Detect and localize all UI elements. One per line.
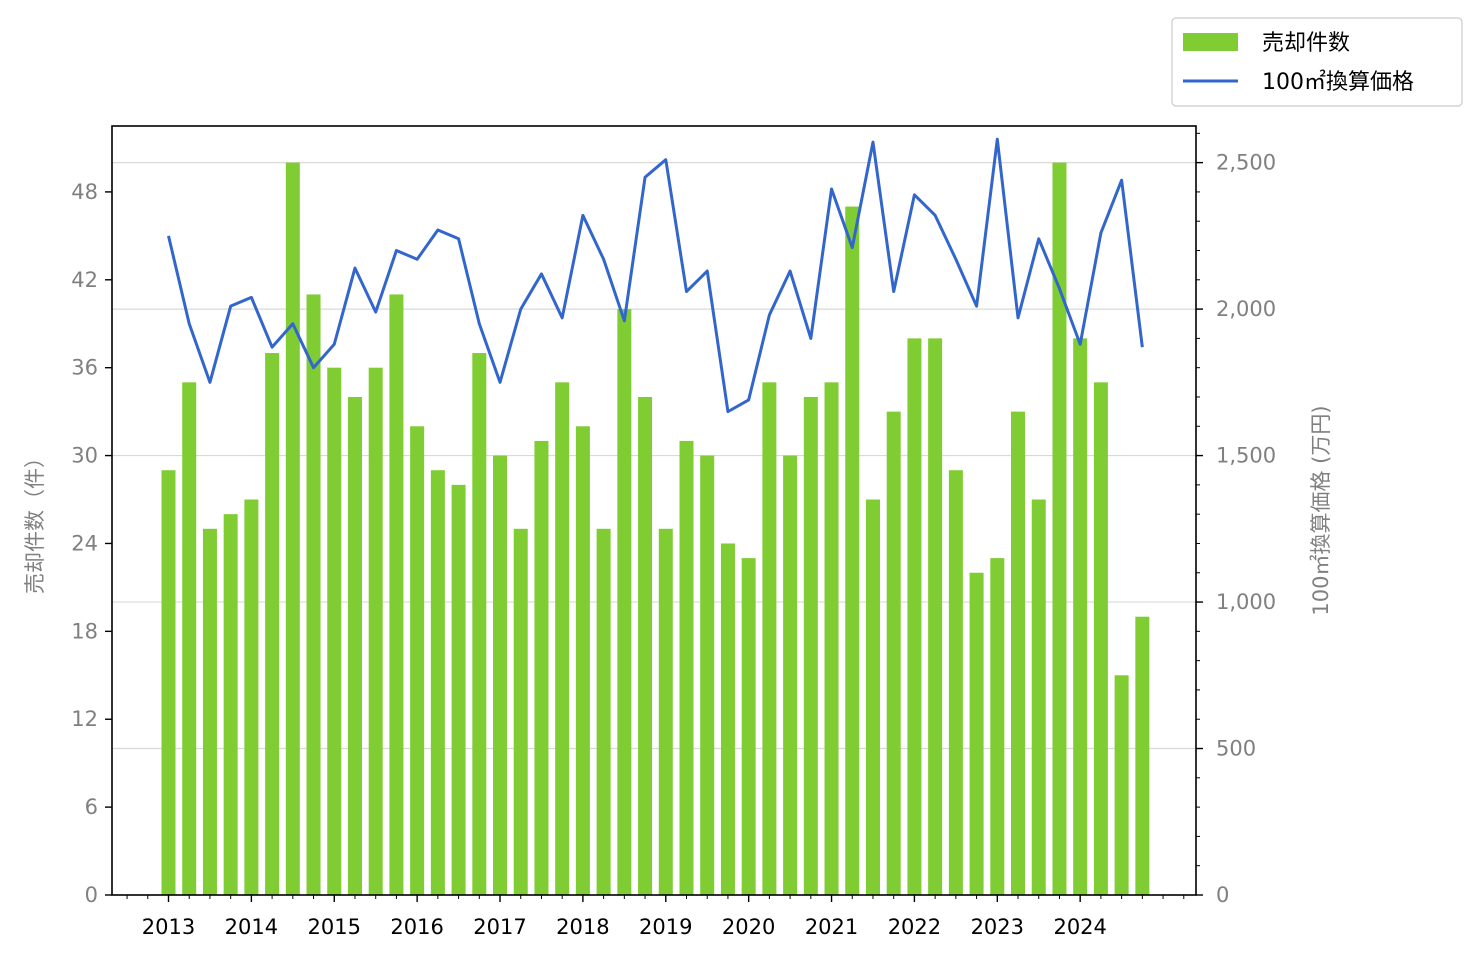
- bar-2022Q1: [907, 338, 922, 895]
- right-tick-label: 2,000: [1216, 297, 1276, 321]
- left-tick-label: 24: [71, 531, 98, 555]
- bar-2015Q2: [347, 396, 362, 895]
- bar-2021Q1: [824, 382, 839, 895]
- x-tick-label: 2016: [390, 915, 443, 939]
- legend-bar-label: 売却件数: [1262, 31, 1350, 56]
- line-series: [167, 137, 1144, 414]
- bar-2014Q4: [306, 294, 321, 895]
- bar-2021Q4: [886, 411, 901, 895]
- bar-2023Q1: [990, 558, 1005, 895]
- bar-2015Q1: [327, 367, 342, 896]
- bar-2019Q1: [658, 528, 673, 895]
- bar-2023Q2: [1011, 411, 1026, 895]
- right-tick-label: 1,500: [1216, 444, 1276, 468]
- bar-2013Q3: [202, 528, 217, 895]
- bar-2015Q4: [389, 294, 404, 895]
- right-y-axis: 0 500 1,000 1,500 2,000 2,500: [1196, 132, 1276, 907]
- right-tick-label: 500: [1216, 737, 1256, 761]
- bar-2024Q4: [1135, 616, 1150, 895]
- plot-frame: [111, 125, 1197, 896]
- x-tick-label: 2017: [473, 915, 526, 939]
- bar-2017Q1: [493, 455, 508, 895]
- bar-2023Q3: [1031, 499, 1046, 895]
- x-tick-label: 2019: [639, 915, 692, 939]
- bar-2022Q4: [969, 572, 984, 895]
- bar-2024Q1: [1073, 338, 1088, 895]
- bar-2018Q1: [575, 426, 590, 895]
- bar-2013Q2: [182, 382, 197, 895]
- right-y-axis-title: 100㎡換算価格 (万円): [1309, 405, 1333, 615]
- bar-2017Q4: [555, 382, 570, 895]
- bar-2022Q3: [948, 470, 963, 895]
- bar-2024Q2: [1093, 382, 1108, 895]
- left-tick-label: 42: [71, 268, 98, 292]
- x-tick-label: 2022: [888, 915, 941, 939]
- x-tick-label: 2014: [225, 915, 278, 939]
- bar-2017Q3: [534, 440, 549, 895]
- bar-2018Q2: [596, 528, 611, 895]
- bar-2013Q1: [161, 470, 176, 895]
- left-y-axis: 0 6 12 18 24 30 36 42 48: [71, 180, 112, 907]
- left-tick-label: 30: [71, 444, 98, 468]
- bar-2016Q2: [430, 470, 445, 895]
- bar-2020Q4: [803, 396, 818, 895]
- bar-2019Q4: [720, 543, 735, 895]
- bar-2018Q4: [638, 396, 653, 895]
- left-tick-label: 48: [71, 180, 98, 204]
- bar-2016Q1: [410, 426, 425, 895]
- bar-2013Q4: [223, 514, 238, 895]
- left-tick-label: 6: [85, 795, 98, 819]
- x-tick-label: 2015: [308, 915, 361, 939]
- bar-2022Q2: [928, 338, 943, 895]
- bar-2014Q1: [244, 499, 259, 895]
- bar-2017Q2: [513, 528, 528, 895]
- x-tick-label: 2018: [556, 915, 609, 939]
- bar-2020Q3: [783, 455, 798, 895]
- bar-2014Q2: [265, 353, 280, 895]
- bar-2020Q1: [741, 558, 756, 895]
- bar-2024Q3: [1114, 675, 1129, 895]
- bar-2014Q3: [285, 162, 300, 896]
- price-line: [167, 137, 1144, 414]
- bar-2021Q2: [845, 206, 860, 896]
- bar-series: [161, 162, 1150, 896]
- left-tick-label: 18: [71, 619, 98, 643]
- bar-2019Q2: [679, 440, 694, 895]
- bar-2018Q3: [617, 309, 632, 896]
- x-tick-label: 2020: [722, 915, 775, 939]
- left-y-axis-title: 売却件数（件）: [23, 447, 47, 594]
- bar-2015Q3: [368, 367, 383, 896]
- bar-2016Q4: [472, 353, 487, 895]
- left-tick-label: 0: [85, 883, 98, 907]
- bar-2020Q2: [762, 382, 777, 895]
- legend-box: [1171, 17, 1463, 107]
- bar-2021Q3: [865, 499, 880, 895]
- x-tick-label: 2013: [142, 915, 195, 939]
- right-tick-label: 1,000: [1216, 590, 1276, 614]
- legend-bar-swatch: [1183, 33, 1238, 51]
- x-tick-label: 2023: [971, 915, 1024, 939]
- x-axis: 2013 2014 2015 2016 2017 2018 2019 2020 2021 2022…: [126, 895, 1185, 939]
- left-tick-label: 12: [71, 707, 98, 731]
- left-tick-label: 36: [71, 356, 98, 380]
- x-tick-label: 2024: [1053, 915, 1106, 939]
- bar-2016Q3: [451, 484, 466, 895]
- x-tick-label: 2021: [805, 915, 858, 939]
- right-tick-label: 0: [1216, 883, 1229, 907]
- legend-line-label: 100㎡換算価格: [1262, 69, 1414, 95]
- right-tick-label: 2,500: [1216, 151, 1276, 175]
- legend: 売却件数 100㎡換算価格: [1171, 17, 1463, 107]
- bar-2019Q3: [700, 455, 715, 895]
- bar-2023Q4: [1052, 162, 1067, 896]
